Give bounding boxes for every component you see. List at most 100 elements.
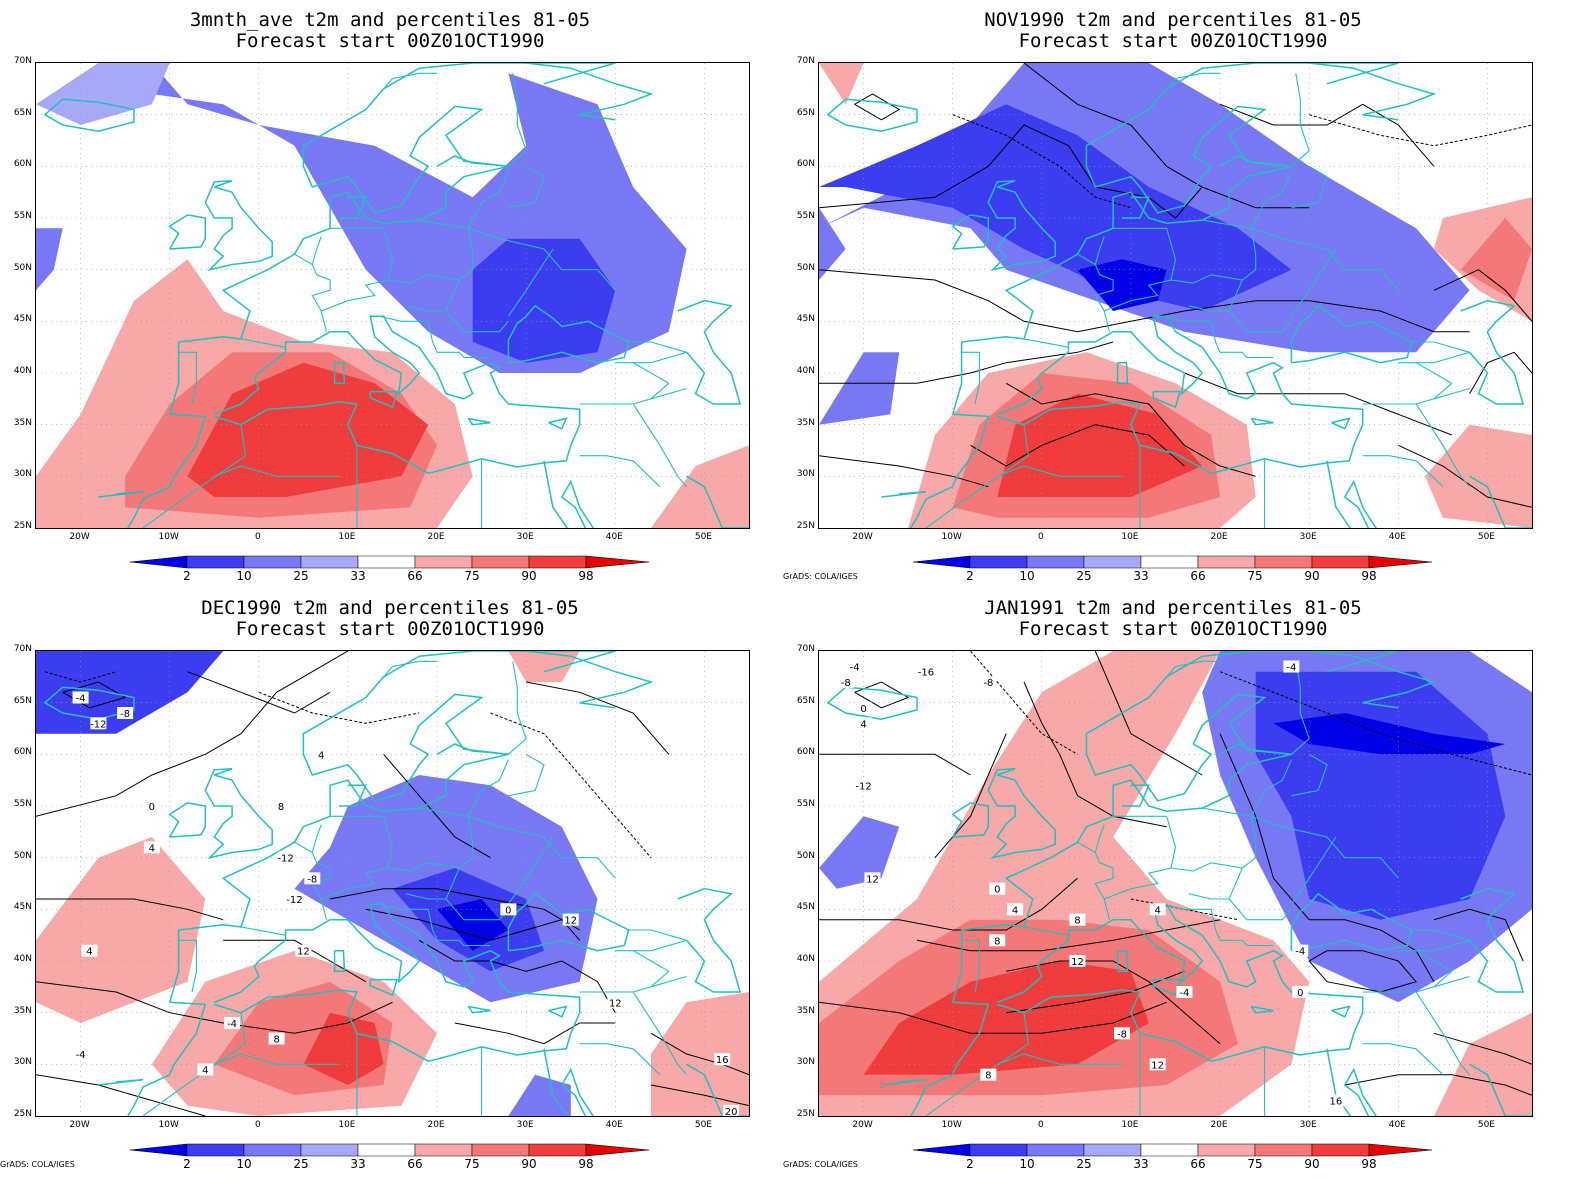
- coastline: [997, 903, 1364, 1062]
- colorbar-label: 66: [407, 569, 423, 583]
- panel-subtitle: Forecast start 00Z01OCT1990: [235, 618, 545, 640]
- longitude-label: 10W: [941, 532, 962, 542]
- coastline: [98, 491, 144, 498]
- coastline: [507, 304, 630, 364]
- colorbar-label: 33: [350, 569, 366, 583]
- map-canvas: -12 -4 -8 0 4 -12 -8 -12 4 -4 8 12 -4 4 8 0 4 12 16 20 12: [36, 651, 749, 1116]
- map-area[interactable]: [818, 62, 1533, 529]
- contour-label: 4: [318, 750, 324, 761]
- country-border: [961, 939, 980, 993]
- latitude-label: 45N: [13, 314, 32, 325]
- longitude-label: 10W: [941, 1120, 962, 1130]
- percentile-shading: [651, 992, 749, 1116]
- contour-label-bg: [1292, 944, 1309, 957]
- contour-label-bg: [714, 1053, 731, 1066]
- contour-label: 16: [1330, 1097, 1343, 1108]
- coastline: [881, 491, 927, 498]
- country-border: [240, 338, 286, 348]
- contour-label: -12: [277, 854, 293, 865]
- temperature-contour: [187, 671, 331, 714]
- contour-label-bg: [723, 1104, 740, 1116]
- colorbar-label: 66: [407, 1157, 423, 1171]
- longitude-label: 0: [1037, 532, 1044, 542]
- map-panel-2: NOV1990 t2m and percentiles 81-05 Forecas…: [783, 0, 1563, 590]
- country-border: [632, 991, 688, 1076]
- latitude-label: 45N: [796, 314, 815, 325]
- coastline: [467, 417, 491, 426]
- temperature-contour: [36, 1074, 206, 1116]
- contour-label: -4: [850, 663, 860, 674]
- map-canvas: -4 -8 0 4 -12 -16 -8 -4 0 4 8 12 4 8 12 -4 0 -4 -8 8 12 16: [819, 651, 1532, 1116]
- country-border: [142, 499, 182, 528]
- contour-label: -4: [76, 694, 86, 705]
- contour-label-bg: [855, 701, 872, 714]
- longitude-label: 10E: [338, 1120, 356, 1130]
- contour-label: 0: [149, 802, 155, 813]
- contour-label-bg: [90, 717, 107, 730]
- country-border: [378, 903, 438, 941]
- coastline: [997, 315, 1364, 474]
- colorbar-label: 10: [1019, 569, 1035, 583]
- country-border: [468, 815, 616, 879]
- latitude-label: 40N: [796, 954, 815, 964]
- contour-label: -8: [983, 678, 993, 689]
- country-border: [961, 351, 980, 405]
- coastline: [1469, 475, 1532, 528]
- colorbar-label: 98: [578, 1157, 594, 1171]
- country-border: [628, 341, 687, 353]
- coastline: [826, 98, 918, 132]
- country-border: [1228, 279, 1292, 333]
- coastline: [507, 892, 630, 952]
- contour-label-bg: [1114, 1027, 1131, 1040]
- latitude-label: 45N: [13, 902, 32, 913]
- panel-subtitle: Forecast start 00Z01OCT1990: [1018, 618, 1328, 640]
- percentile-shading: [437, 899, 509, 951]
- country-border: [507, 248, 554, 317]
- panel-title: 3mnth_ave t2m and percentiles 81-05: [189, 9, 591, 31]
- latitude-label: 65N: [796, 107, 815, 118]
- colorbar-swatch: [528, 555, 587, 569]
- colorbar-swatch: [300, 555, 359, 569]
- latitude-label: 35N: [13, 417, 32, 428]
- country-border: [240, 926, 286, 936]
- coastline: [951, 651, 1437, 1003]
- colorbar-swatch: [969, 555, 1028, 569]
- map-area[interactable]: [35, 62, 750, 529]
- colorbar: 2 10 25 33 66 75 90 98: [130, 555, 650, 585]
- percentile-shading: [997, 393, 1203, 497]
- coastline: [560, 479, 594, 528]
- contour-label-bg: [846, 660, 863, 673]
- map-panel-1: 3mnth_ave t2m and percentiles 81-05 Forec…: [0, 0, 780, 590]
- colorbar-swatch: [357, 555, 416, 569]
- contour-label-bg: [273, 800, 290, 812]
- map-area[interactable]: -12 -4 -8 0 4 -12 -8 -12 4 -4 8 12 -4 4 8 0 4 12 16 20 12: [35, 650, 750, 1117]
- temperature-contour: [819, 341, 1114, 384]
- map-panel-4: JAN1991 t2m and percentiles 81-05 Forecas…: [783, 588, 1563, 1178]
- temperature-contour: [854, 681, 910, 709]
- coastline: [1309, 63, 1399, 85]
- contour-label: 0: [994, 885, 1000, 896]
- contour-label: 8: [994, 936, 1000, 947]
- latitude-label: 50N: [796, 850, 815, 861]
- colorbar-arrow-low: [130, 1143, 188, 1157]
- temperature-contour-negative: [970, 651, 1078, 755]
- country-border: [1104, 228, 1177, 312]
- coastline: [677, 299, 742, 405]
- coastline: [168, 214, 207, 250]
- latitude-label: 30N: [796, 469, 815, 480]
- latitude-label: 25N: [796, 521, 815, 531]
- temperature-contour-negative: [44, 671, 117, 683]
- coastline: [1116, 949, 1129, 973]
- latitude-label: 60N: [796, 159, 815, 170]
- contour-label: 4: [202, 1066, 208, 1077]
- contour-label-bg: [980, 676, 997, 688]
- contour-label-bg: [989, 882, 1006, 895]
- coastline: [987, 180, 1056, 272]
- contour-label: 0: [505, 905, 511, 916]
- latitude-label: 60N: [13, 159, 32, 170]
- map-area[interactable]: -4 -8 0 4 -12 -16 -8 -4 0 4 8 12 4 8 12 -4 0 -4 -8 8 12 16: [818, 650, 1533, 1117]
- coastline: [1290, 892, 1413, 952]
- contour-label-bg: [855, 717, 872, 730]
- country-border: [180, 424, 246, 501]
- contour-label-bg: [143, 800, 160, 812]
